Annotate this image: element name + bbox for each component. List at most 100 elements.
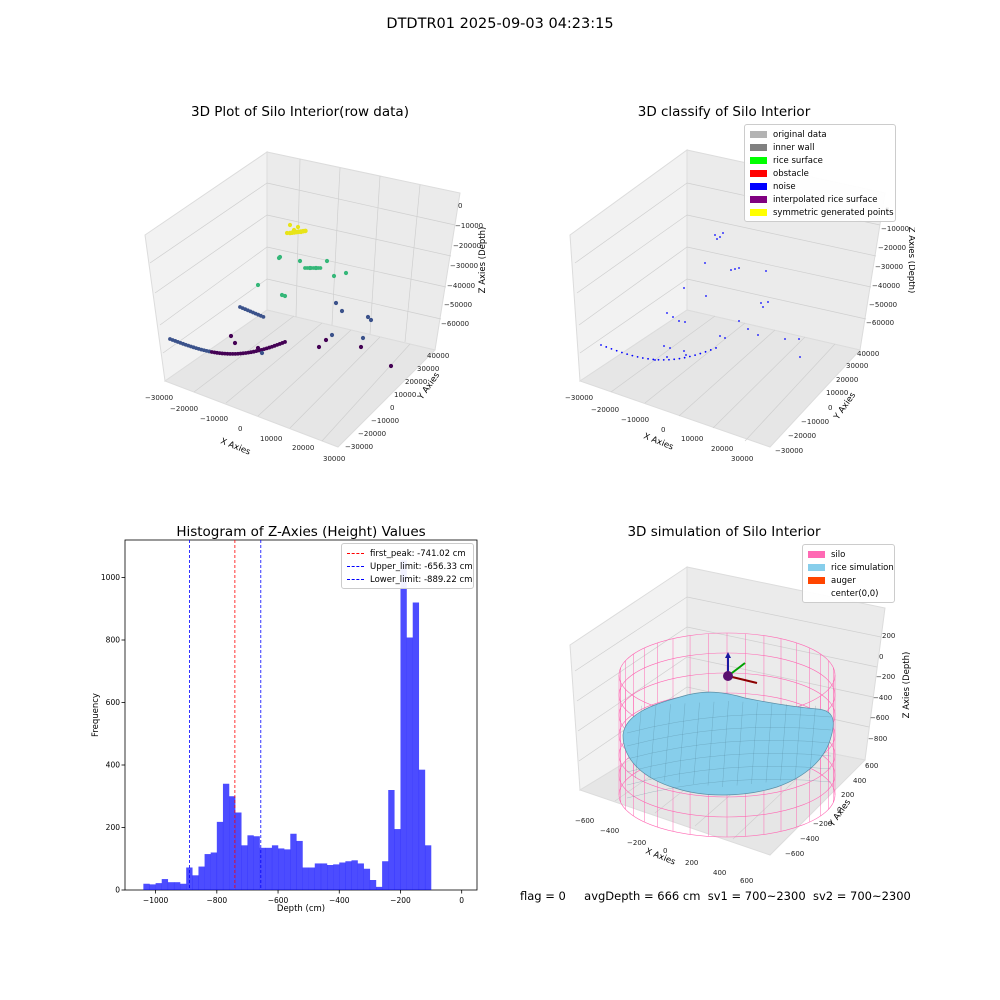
scatter-point xyxy=(738,267,740,269)
legend-swatch xyxy=(808,577,825,584)
legend-item-center: center(0,0) xyxy=(808,587,889,600)
scatter-point xyxy=(765,270,767,272)
histogram-chart: −1000 −800 −600 −400 −200 0 0 200 400 600 800 1000… xyxy=(91,539,478,914)
legend-swatch xyxy=(750,131,767,138)
rice-mesh-line xyxy=(649,704,657,780)
panel1-ylabel: Y Axies xyxy=(416,370,443,402)
panel4-ztick: 0 xyxy=(879,653,883,661)
panel2-x-ticks: −30000 −20000 −10000 0 10000 20000 30000 xyxy=(565,394,753,463)
legend-item-interpolated: interpolated rice surface xyxy=(750,193,890,206)
rice-mesh-line xyxy=(626,766,832,786)
histogram-bar xyxy=(296,840,303,890)
histogram-bar xyxy=(412,602,420,890)
scatter-point xyxy=(798,338,800,340)
x-tick-label: −200 xyxy=(390,896,411,905)
legend-swatch xyxy=(750,170,767,177)
status-line: flag = 0 avgDepth = 666 cm sv1 = 700~230… xyxy=(520,889,911,903)
scatter-point xyxy=(683,356,686,359)
scatter-point xyxy=(324,258,330,264)
rice-surface-fill xyxy=(622,691,834,796)
panel2-points xyxy=(600,232,801,361)
panel2-legend: original data inner wall rice surface ob… xyxy=(744,124,896,222)
rice-mesh-line xyxy=(736,701,744,786)
legend-item-upper-limit: Upper_limit: -656.33 cm xyxy=(347,560,473,573)
scatter-point xyxy=(615,349,618,352)
scatter-point xyxy=(760,302,762,304)
legend-line xyxy=(347,553,364,554)
rice-mesh-line xyxy=(765,703,773,783)
x-tick-label: −800 xyxy=(207,896,228,905)
scatter-point xyxy=(318,266,323,270)
legend-item-noise: noise xyxy=(750,180,890,193)
scatter-point xyxy=(232,340,238,346)
panel1-ytick: 20000 xyxy=(405,378,427,386)
scatter-point xyxy=(663,345,665,347)
scatter-point xyxy=(719,335,721,337)
histogram-bar xyxy=(382,861,389,890)
y-tick-label: 800 xyxy=(106,636,121,645)
panel2-ztick: −10000 xyxy=(881,225,909,233)
histogram-bar xyxy=(351,860,358,890)
scatter-point xyxy=(683,287,685,289)
legend-label: symmetric generated points xyxy=(773,207,894,218)
rice-mesh-line xyxy=(635,705,642,779)
panel4-ytick: −200 xyxy=(813,820,832,828)
panel1-ztick: −30000 xyxy=(450,262,478,270)
panel2-ytick: 40000 xyxy=(857,350,879,358)
histogram-bar xyxy=(259,847,266,890)
panel1-ztick: −60000 xyxy=(441,320,469,328)
legend-swatch xyxy=(750,209,767,216)
scatter-point xyxy=(719,236,721,238)
panel4-z-ticks: 200 0 −200 −400 −600 −800 xyxy=(868,632,895,743)
panel1-zlabel: Z Axies (Depth) xyxy=(478,227,488,294)
panel4-ylabel: Y Axies xyxy=(827,797,854,829)
panel1-ytick: 10000 xyxy=(394,391,416,399)
panel4-ztick: −400 xyxy=(873,694,892,702)
scatter-point xyxy=(722,232,724,234)
scatter-point xyxy=(709,349,712,351)
panel4-xtick: −400 xyxy=(600,827,619,835)
rice-mesh-line xyxy=(678,703,686,783)
figure-title: DTDTR01 2025-09-03 04:23:15 xyxy=(386,16,614,32)
panel1-y-ticks: −30000 −20000 −10000 0 10000 20000 30000… xyxy=(345,352,449,451)
scatter-point xyxy=(329,332,335,338)
panel4-ytick: 0 xyxy=(837,806,841,814)
scatter-point xyxy=(316,344,322,350)
y-tick-label: 400 xyxy=(106,761,121,770)
histogram-bar xyxy=(198,866,205,890)
legend-label: original data xyxy=(773,129,827,140)
rice-mesh-line xyxy=(664,704,671,782)
panel4-ytick: −600 xyxy=(785,850,804,858)
rice-mesh-line xyxy=(809,705,816,779)
histogram-bar xyxy=(314,863,322,890)
scatter-point xyxy=(297,258,303,264)
histogram-bar xyxy=(204,854,211,890)
panel2-ytick: 30000 xyxy=(846,362,868,370)
histogram-bar xyxy=(241,845,248,890)
scatter-point xyxy=(699,352,702,355)
panel1-ytick: 0 xyxy=(390,404,394,412)
legend-swatch xyxy=(750,144,767,151)
scatter-point xyxy=(647,357,649,360)
histogram-bar xyxy=(302,867,309,890)
scatter-point xyxy=(666,356,668,358)
histogram-vlines xyxy=(189,540,262,890)
histogram-bar xyxy=(278,848,285,890)
scatter-point xyxy=(626,353,629,356)
scatter-point xyxy=(657,358,660,361)
legend-item-auger: auger xyxy=(808,574,889,587)
histogram-bars xyxy=(143,560,432,890)
panel2-ytick: −10000 xyxy=(801,418,829,426)
scatter-point xyxy=(652,358,655,361)
legend-label: auger xyxy=(831,575,856,586)
scatter-point xyxy=(715,347,717,349)
panel4-ytick: −400 xyxy=(800,835,819,843)
scatter-point xyxy=(259,350,265,356)
scatter-point xyxy=(683,350,685,352)
panel2-ytick: −20000 xyxy=(788,432,816,440)
panel4-y-ticks: −600 −400 −200 0 200 400 600 xyxy=(785,762,878,858)
legend-item-inner-wall: inner wall xyxy=(750,141,890,154)
panel2-ztick: −20000 xyxy=(878,244,906,252)
scatter-point xyxy=(668,358,670,361)
rice-mesh-line xyxy=(780,704,787,782)
